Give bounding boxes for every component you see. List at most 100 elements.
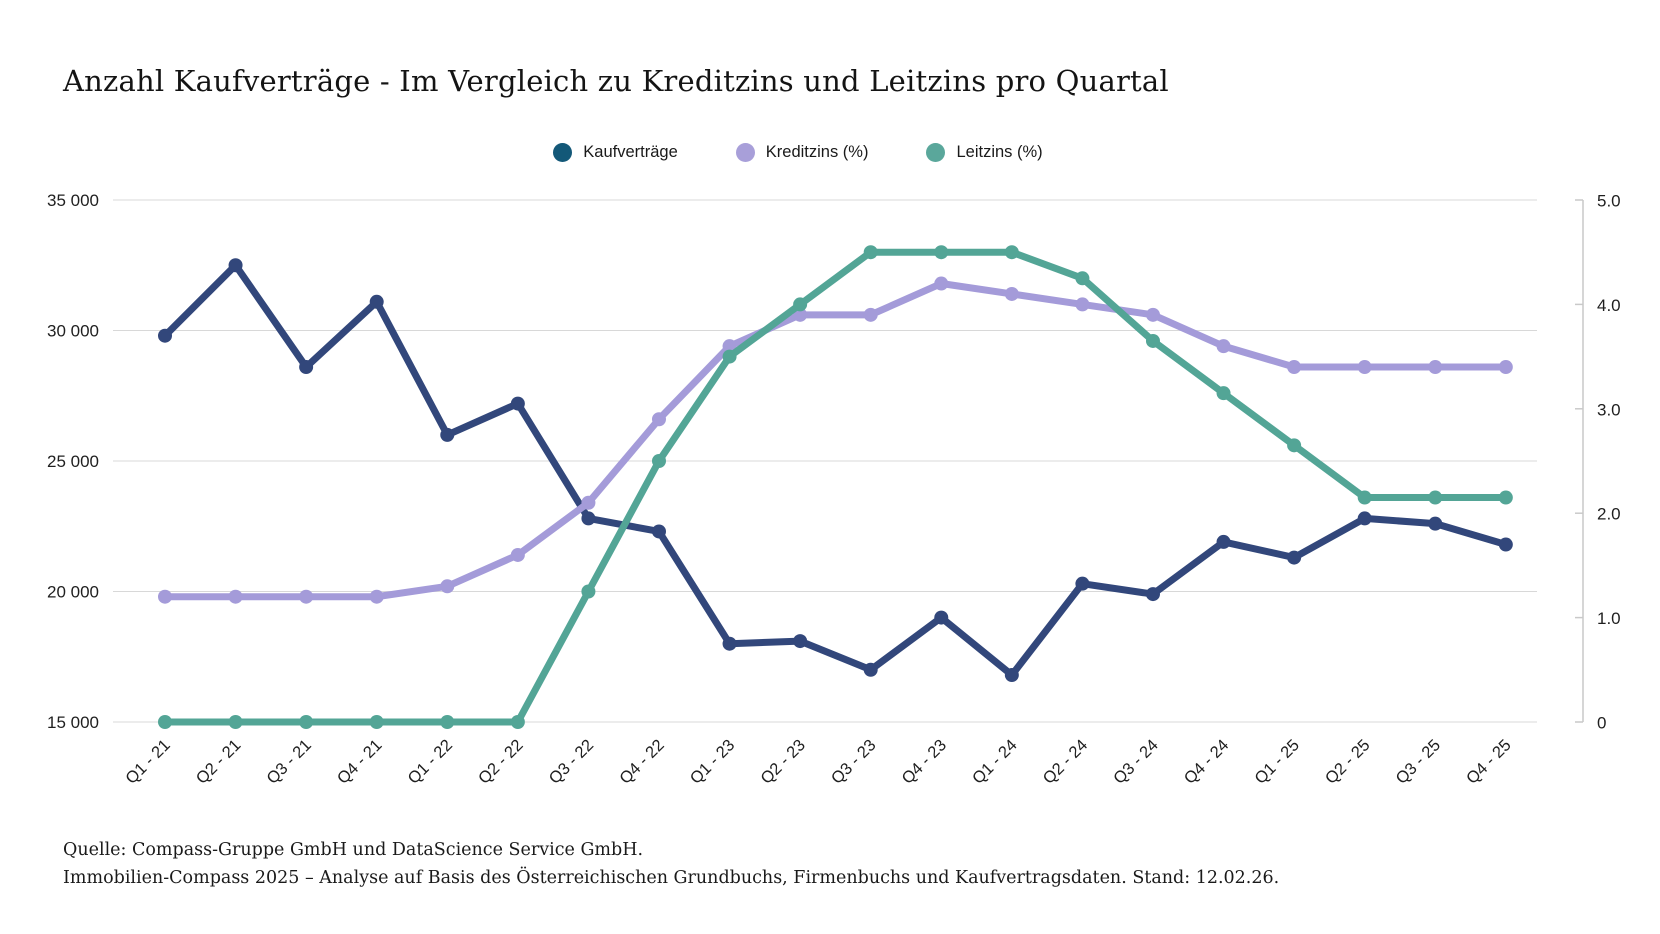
- data-point: [510, 715, 525, 729]
- x-axis-tick-label: Q3 - 24: [1110, 736, 1162, 788]
- footer-source-line-2: Immobilien-Compass 2025 – Analyse auf Ba…: [63, 868, 1280, 888]
- x-axis-tick-label: Q3 - 23: [828, 736, 880, 788]
- x-axis-tick-label: Q2 - 24: [1040, 736, 1092, 788]
- data-point: [722, 636, 737, 651]
- data-point: [1428, 516, 1443, 531]
- data-point: [369, 294, 384, 309]
- x-axis-tick-label: Q4 - 23: [898, 736, 950, 788]
- data-point: [1357, 511, 1372, 526]
- data-point: [934, 245, 949, 260]
- data-point: [1075, 271, 1090, 286]
- data-point: [299, 589, 314, 604]
- x-axis-tick-label: Q2 - 23: [757, 736, 809, 788]
- data-point: [863, 245, 878, 260]
- data-point: [1287, 550, 1302, 565]
- x-axis-tick-label: Q2 - 25: [1322, 736, 1374, 788]
- right-axis-tick-label: 0: [1597, 714, 1606, 733]
- data-point: [1145, 333, 1160, 348]
- data-point: [369, 589, 384, 604]
- data-point: [1145, 307, 1160, 322]
- series-line-leitzins: [161, 248, 1510, 726]
- data-point: [793, 297, 808, 312]
- data-point: [1004, 668, 1019, 683]
- x-axis-tick-label: Q4 - 21: [334, 736, 386, 788]
- data-point: [1004, 286, 1019, 301]
- data-point: [581, 495, 596, 510]
- data-point: [1428, 360, 1443, 375]
- data-point: [228, 589, 243, 604]
- data-point: [510, 396, 525, 411]
- series-line-kaufvertrge: [161, 261, 1510, 679]
- data-point: [863, 662, 878, 677]
- data-point: [440, 579, 455, 594]
- data-point: [934, 276, 949, 291]
- left-axis-tick-label: 25 000: [47, 452, 99, 471]
- data-point: [934, 610, 949, 625]
- legend-item-kaufvertraege: Kaufverträge: [553, 143, 678, 162]
- x-axis-tick-label: Q1 - 23: [687, 736, 739, 788]
- kaufvertraege-legend-dot-icon: [553, 143, 573, 162]
- data-point: [299, 715, 314, 729]
- x-axis-tick-label: Q4 - 24: [1181, 736, 1233, 788]
- left-axis-tick-label: 30 000: [47, 322, 99, 341]
- data-point: [651, 524, 666, 539]
- x-axis-tick-label: Q1 - 25: [1251, 736, 1303, 788]
- data-point: [510, 547, 525, 562]
- series-line-kreditzins: [161, 280, 1510, 601]
- data-point: [158, 589, 172, 604]
- right-axis-tick-label: 2.0: [1597, 505, 1621, 524]
- x-axis-tick-label: Q4 - 25: [1463, 736, 1515, 788]
- data-point: [1216, 339, 1231, 354]
- legend-label-kaufvertraege: Kaufverträge: [583, 143, 678, 161]
- data-point: [1287, 438, 1302, 453]
- data-point: [1287, 360, 1302, 375]
- x-axis-tick-label: Q3 - 25: [1392, 736, 1444, 788]
- legend-item-leitzins: Leitzins (%): [926, 143, 1043, 162]
- data-point: [581, 511, 596, 526]
- footer-source-line-1: Quelle: Compass-Gruppe GmbH und DataScie…: [63, 840, 644, 860]
- data-point: [581, 584, 596, 599]
- data-point: [1075, 297, 1090, 312]
- data-point: [1145, 587, 1160, 602]
- data-point: [651, 454, 666, 468]
- x-axis-tick-label: Q2 - 22: [475, 736, 527, 788]
- legend-label-kreditzins: Kreditzins (%): [765, 143, 869, 161]
- left-axis-tick-label: 15 000: [47, 713, 99, 732]
- footer-source-note: Quelle: Compass-Gruppe GmbH und DataScie…: [63, 836, 1279, 892]
- x-axis-tick-label: Q2 - 21: [193, 736, 245, 788]
- kreditzins-legend-dot-icon: [735, 143, 755, 162]
- right-axis-tick-label: 4.0: [1597, 296, 1621, 315]
- data-point: [440, 715, 455, 729]
- right-axis-tick-label: 3.0: [1597, 400, 1621, 419]
- data-point: [1428, 490, 1443, 505]
- x-axis-tick-label: Q1 - 21: [122, 736, 174, 788]
- legend-item-kreditzins: Kreditzins (%): [735, 143, 869, 162]
- x-axis-tick-label: Q3 - 22: [546, 736, 598, 788]
- data-point: [158, 715, 172, 729]
- x-axis-tick-label: Q1 - 22: [404, 736, 456, 788]
- data-point: [793, 634, 808, 649]
- data-point: [299, 360, 314, 375]
- data-point: [1075, 576, 1090, 591]
- data-point: [1004, 245, 1019, 260]
- data-point: [1498, 537, 1513, 552]
- x-axis-tick-label: Q4 - 22: [616, 736, 668, 788]
- data-point: [863, 307, 878, 322]
- right-axis-tick-label: 5.0: [1597, 192, 1621, 211]
- leitzins-legend-dot-icon: [926, 143, 946, 162]
- legend-label-leitzins: Leitzins (%): [956, 143, 1043, 161]
- data-point: [1216, 386, 1231, 401]
- data-point: [1357, 360, 1372, 375]
- data-point: [1498, 490, 1513, 505]
- data-point: [369, 715, 384, 729]
- data-point: [1498, 360, 1513, 375]
- data-point: [158, 328, 172, 343]
- legend: Kaufverträge Kreditzins (%) Leitzins (%): [0, 143, 1628, 162]
- data-point: [722, 349, 737, 364]
- data-point: [440, 427, 455, 442]
- left-axis-tick-label: 35 000: [47, 191, 99, 210]
- data-point: [1216, 534, 1231, 549]
- right-axis-tick-label: 1.0: [1597, 609, 1621, 628]
